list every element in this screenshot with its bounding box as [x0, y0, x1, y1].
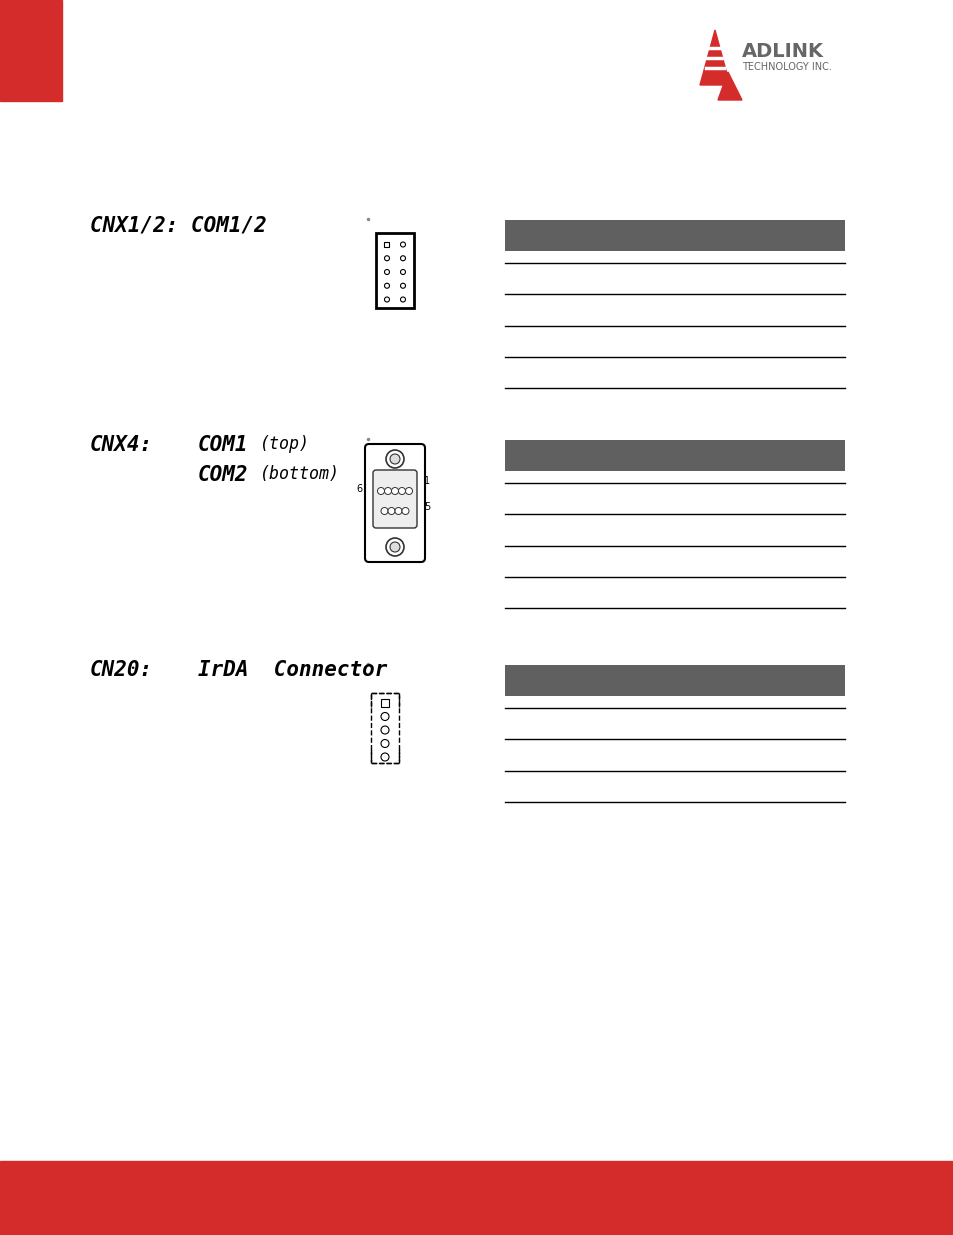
- Circle shape: [380, 740, 389, 747]
- FancyBboxPatch shape: [365, 445, 424, 562]
- Circle shape: [398, 488, 405, 494]
- Text: (bottom): (bottom): [260, 466, 339, 483]
- Bar: [0, 1161, 953, 1235]
- Circle shape: [380, 753, 389, 761]
- Circle shape: [391, 488, 398, 494]
- Circle shape: [390, 454, 399, 464]
- Bar: [504, 440, 844, 471]
- Circle shape: [386, 450, 403, 468]
- Circle shape: [405, 488, 412, 494]
- Circle shape: [400, 242, 405, 247]
- Text: COM2: COM2: [198, 466, 248, 485]
- Bar: [384, 242, 389, 247]
- Circle shape: [390, 542, 399, 552]
- Text: IrDA  Connector: IrDA Connector: [198, 659, 387, 680]
- Polygon shape: [700, 30, 729, 85]
- Text: CNX1/2: COM1/2: CNX1/2: COM1/2: [90, 215, 267, 235]
- Circle shape: [395, 508, 401, 515]
- Bar: [380, 699, 389, 706]
- Text: ADLINK: ADLINK: [741, 42, 823, 61]
- Circle shape: [384, 296, 389, 303]
- Circle shape: [380, 508, 388, 515]
- Bar: [504, 220, 844, 251]
- Text: TECHNOLOGY INC.: TECHNOLOGY INC.: [741, 62, 831, 72]
- Circle shape: [401, 508, 409, 515]
- Text: CN20:: CN20:: [90, 659, 153, 680]
- Text: CNX4:: CNX4:: [90, 435, 153, 454]
- Circle shape: [400, 283, 405, 288]
- Text: 1: 1: [423, 475, 430, 487]
- Circle shape: [380, 713, 389, 720]
- Circle shape: [400, 296, 405, 303]
- Circle shape: [380, 726, 389, 734]
- Circle shape: [377, 488, 384, 494]
- Circle shape: [386, 538, 403, 556]
- Bar: [0, 0, 62, 101]
- Circle shape: [384, 283, 389, 288]
- Text: COM1: COM1: [198, 435, 248, 454]
- FancyBboxPatch shape: [373, 471, 416, 529]
- Text: (top): (top): [260, 435, 310, 453]
- Bar: [375, 232, 414, 308]
- Text: 5: 5: [423, 501, 430, 513]
- Circle shape: [384, 488, 391, 494]
- Polygon shape: [718, 72, 741, 100]
- Circle shape: [400, 256, 405, 261]
- Circle shape: [388, 508, 395, 515]
- Circle shape: [384, 269, 389, 274]
- Text: 6: 6: [356, 484, 363, 494]
- Circle shape: [384, 256, 389, 261]
- Circle shape: [400, 269, 405, 274]
- Bar: [504, 664, 844, 695]
